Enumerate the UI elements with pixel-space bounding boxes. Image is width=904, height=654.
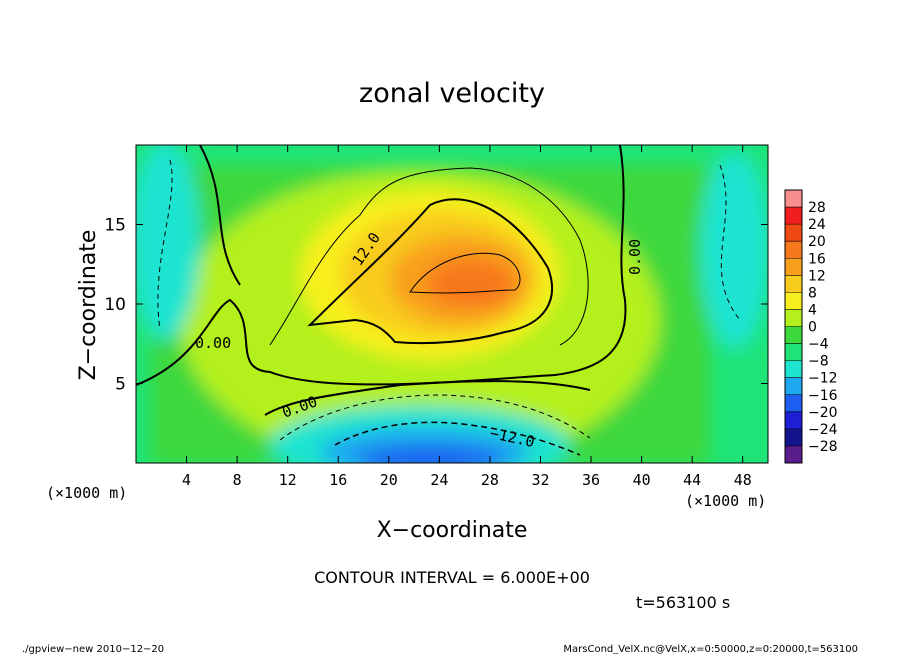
x-ticks: 4 8 12 16 20 24 28 32 36 40 44 48 [182, 145, 752, 489]
colorbar-swatch [785, 377, 802, 396]
contour-neg6-a [279, 394, 591, 441]
colorbar-label: −16 [808, 388, 838, 404]
x-tick-label: 20 [380, 471, 398, 489]
colorbar-label: −12 [808, 371, 838, 387]
colorbar-label: −20 [808, 405, 838, 421]
y-tick-label: 10 [104, 295, 126, 315]
x-tick-label: 16 [329, 471, 347, 489]
contour-12 [307, 198, 553, 345]
colorbar-swatch [785, 292, 802, 310]
colorbar-label: 24 [808, 217, 826, 233]
y-tick-label: 15 [104, 216, 126, 236]
colorbar-label: −28 [808, 439, 838, 455]
y-unit-label: (×1000 m) [685, 492, 766, 510]
x-tick-label: 28 [481, 471, 499, 489]
colorbar-label: −4 [808, 337, 829, 353]
colorbar-label: −24 [808, 422, 838, 438]
y-axis-title: Z−coordinate [76, 230, 101, 381]
contour-label: 0.00 [195, 334, 231, 352]
contour-6 [269, 167, 589, 346]
contour-lines [136, 145, 741, 456]
colorbar-label: 28 [808, 200, 826, 216]
colorbar-label: 4 [808, 302, 817, 318]
colorbar-label: 0 [808, 320, 817, 336]
footer-right: MarsCond_VelX.nc@VelX,x=0:50000,z=0:2000… [563, 644, 858, 654]
colorbar-swatch [785, 445, 802, 464]
colorbar-swatch [785, 241, 802, 259]
colorbar-swatch [785, 309, 802, 327]
colorbar-label: 12 [808, 268, 826, 284]
x-axis-title: X−coordinate [377, 518, 528, 543]
y-tick-label: 5 [115, 375, 126, 395]
x-tick-label: 40 [633, 471, 651, 489]
footer-left: ./gpview−new 2010−12−20 [22, 644, 164, 654]
x-tick-label: 48 [734, 471, 752, 489]
x-tick-label: 4 [182, 471, 191, 489]
colorbar-label: −8 [808, 354, 829, 370]
x-tick-label: 8 [233, 471, 242, 489]
colorbar-swatch [785, 428, 802, 447]
colorbar-swatch [785, 411, 802, 430]
colorbar-swatch [785, 275, 802, 293]
colorbar-swatch [785, 258, 802, 276]
x-tick-label: 12 [279, 471, 297, 489]
y-ticks: 5 10 15 [104, 216, 768, 395]
colorbar-swatch [785, 207, 802, 225]
colorbar-label: 8 [808, 285, 817, 301]
colorbar-swatch [785, 360, 802, 379]
time-label: t=563100 s [636, 593, 730, 612]
colorbar-swatch [785, 394, 802, 413]
colorbar-swatch [785, 190, 802, 208]
contour-label: 0.00 [626, 239, 644, 275]
colorbar-label: 16 [808, 251, 826, 267]
x-tick-label: 24 [430, 471, 448, 489]
contour-neg6-b [157, 159, 173, 331]
x-unit-label: (×1000 m) [46, 484, 127, 502]
x-tick-label: 44 [683, 471, 701, 489]
contour-interval-label: CONTOUR INTERVAL = 6.000E+00 [314, 568, 590, 587]
colorbar-swatch [785, 224, 802, 242]
x-tick-label: 36 [582, 471, 600, 489]
chart-title: zonal velocity [359, 78, 545, 109]
field-fill [136, 145, 768, 463]
contour-neg6-c [719, 164, 741, 321]
colorbar-label: 20 [808, 234, 826, 250]
contour-0-b [264, 380, 591, 416]
colorbar-swatch [785, 326, 802, 345]
contour-18 [409, 252, 521, 294]
plot-area [136, 145, 768, 463]
contour-0-c [199, 145, 241, 286]
colorbar-swatch [785, 343, 802, 362]
x-tick-label: 32 [531, 471, 549, 489]
